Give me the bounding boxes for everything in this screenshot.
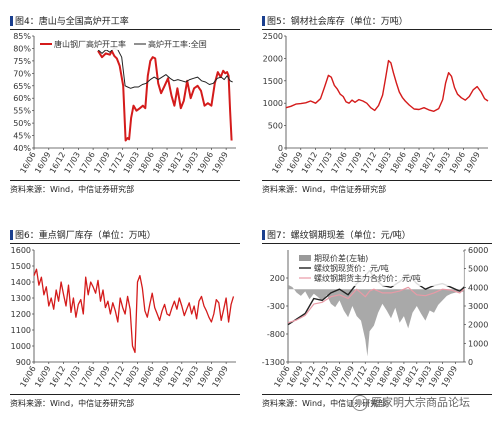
legend-label: 期现价差(左轴)	[314, 253, 368, 263]
chart-title: 图5：钢材社会库存（单位：万吨）	[262, 14, 408, 27]
legend-label: 高炉开工率:全国	[148, 39, 207, 49]
y-tick-label: 70%	[13, 69, 31, 78]
y-tick-label: 65%	[13, 82, 31, 91]
chart-panel-mill-inventory: 图6：重点钢厂库存（单位：万吨） 1600 1500 1400 1300 1200 110…	[4, 216, 244, 416]
y2-tick-label: 6000	[468, 246, 488, 255]
mill-inventory-chart: 160015001400130012001100100090016/0616/0…	[11, 246, 236, 389]
legend-label: 唐山钢厂高炉开工率	[54, 39, 126, 49]
divider	[10, 180, 240, 181]
y2-tick-label: 4000	[468, 283, 488, 292]
y-tick-label: 1200	[11, 310, 31, 319]
y-tick-label: 2000	[263, 54, 283, 63]
series-line	[97, 47, 233, 89]
chart-title: 图6：重点钢厂库存（单位：万吨）	[10, 228, 156, 241]
title-accent	[262, 15, 265, 26]
divider	[262, 394, 492, 395]
source-note: 资料来源：Wind，中信证券研究部	[10, 399, 135, 408]
y-tick-label: 900	[16, 358, 31, 367]
y2-tick-label: 2000	[468, 321, 488, 330]
legend-label: 螺纹钢期货主力合约价：元/吨	[314, 273, 421, 283]
y-tick-label: 1500	[263, 77, 283, 86]
y-tick-label: 2500	[263, 32, 283, 41]
blast-furnace-chart: 85%80%75%70%65%60%55%50%45%40%16/0616/09…	[13, 32, 236, 175]
y-tick-label: 50%	[13, 119, 31, 128]
chart-title: 图4：唐山与全国高炉开工率	[10, 14, 129, 27]
chart-panel-social-inventory: 图5：钢材社会库存（单位：万吨） 2500 2000 1500 1000 500 0 16/…	[256, 2, 496, 202]
y-tick-label: -300	[267, 302, 285, 311]
y-tick-label: 1100	[11, 326, 31, 335]
y-tick-label: 1500	[11, 262, 31, 271]
series-area	[288, 284, 464, 357]
divider	[262, 243, 492, 244]
source-note: 资料来源：Wind，中信证券研究部	[10, 185, 135, 194]
y-tick-label: 55%	[13, 107, 31, 116]
legend-label: 螺纹钢现货价：元/吨	[314, 263, 389, 273]
watermark: 雁家明大宗商品论坛	[352, 394, 470, 411]
divider	[262, 29, 492, 30]
y-tick-label: 40%	[13, 144, 31, 153]
y-tick-label: 45%	[13, 132, 31, 141]
series-line	[97, 49, 233, 142]
series-line	[33, 268, 235, 354]
y-tick-label: 60%	[13, 94, 31, 103]
y-tick-label: -800	[267, 330, 285, 339]
watermark-text: 雁家明大宗商品论坛	[371, 396, 470, 409]
divider	[10, 243, 240, 244]
y-tick-label: 1400	[11, 278, 31, 287]
y-tick-label: 1300	[11, 294, 31, 303]
wechat-logo-icon	[352, 395, 368, 411]
y-tick-label: 75%	[13, 57, 31, 66]
chart-panel-rebar-basis: 图7：螺纹钢期现差（单位：元/吨） 200 -300 -800 -1300 6000 50…	[256, 216, 496, 416]
y-tick-label: 1600	[11, 246, 31, 255]
source-note: 资料来源：Wind，中信证券研究部	[262, 185, 387, 194]
y2-tick-label: 1000	[468, 339, 488, 348]
divider	[10, 394, 240, 395]
source-note: 资料来源：Wind，中信证券研究部	[262, 399, 387, 408]
y-tick-label: -1300	[262, 358, 285, 367]
y-tick-label: 80%	[13, 44, 31, 53]
y-tick-label: 200	[270, 274, 285, 283]
divider	[262, 180, 492, 181]
y-tick-label: 500	[268, 122, 283, 131]
divider	[10, 29, 240, 30]
title-accent	[10, 229, 13, 240]
y-tick-label: 1000	[263, 99, 283, 108]
y2-tick-label: 5000	[468, 265, 488, 274]
series-line	[287, 286, 465, 324]
legend-swatch	[299, 255, 311, 261]
title-accent	[262, 229, 265, 240]
chart-title: 图7：螺纹钢期现差（单位：元/吨）	[262, 228, 411, 241]
social-inventory-chart: 2500200015001000500016/0616/0916/1217/03…	[263, 32, 489, 175]
y-tick-label: 1000	[11, 342, 31, 351]
series-line	[285, 59, 489, 112]
chart-panel-blast-furnace: 图4：唐山与全国高炉开工率 85% 80% 75% 70% 65% 60% 55% 50% 45…	[4, 2, 244, 202]
title-accent	[10, 15, 13, 26]
rebar-basis-chart: 200 -300 -800 -1300 6000 5000 4000 3000 2000 1000…	[262, 246, 489, 389]
y-tick-label: 85%	[13, 32, 31, 41]
y2-tick-label: 0	[468, 358, 473, 367]
y-tick-label: 0	[278, 144, 283, 153]
legend-background	[296, 252, 464, 286]
y2-tick-label: 3000	[468, 302, 488, 311]
